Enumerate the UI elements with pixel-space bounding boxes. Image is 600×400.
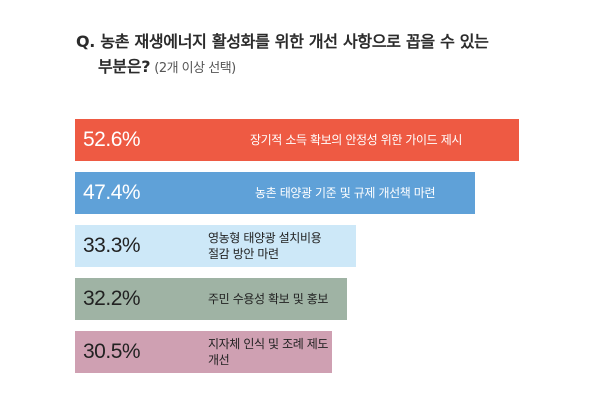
bar-value-label: 30.5% [83, 340, 141, 363]
bar-category-label: 주민 수용성 확보 및 홍보 [208, 292, 329, 306]
question-line-2: 부분은? [98, 57, 151, 76]
bar-3: 33.3% 영농형 태양광 설치비용 절감 방안 마련 [75, 225, 356, 267]
bar-category-label: 영농형 태양광 설치비용 절감 방안 마련 [208, 231, 322, 261]
question-line-2-wrap: 부분은? (2개 이상 선택) [76, 54, 556, 81]
bar-value-label: 33.3% [83, 234, 141, 257]
question-line-1: Q. 농촌 재생에너지 활성화를 위한 개선 사항으로 꼽을 수 있는 [76, 32, 489, 51]
bar-4: 32.2% 주민 수용성 확보 및 홍보 [75, 278, 347, 320]
question-title: Q. 농촌 재생에너지 활성화를 위한 개선 사항으로 꼽을 수 있는 부분은?… [76, 29, 556, 81]
bar-category-label: 농촌 태양광 기준 및 규제 개선책 마련 [255, 186, 436, 200]
bar-5: 30.5% 지자체 인식 및 조례 제도 개선 [75, 331, 332, 373]
question-note: (2개 이상 선택) [154, 61, 236, 76]
bar-category-label: 장기적 소득 확보의 안정성 위한 가이드 제시 [250, 133, 463, 147]
bar-value-label: 47.4% [83, 181, 141, 204]
bar-value-label: 32.2% [83, 287, 141, 310]
bar-category-label: 지자체 인식 및 조례 제도 개선 [208, 337, 329, 367]
bar-1: 52.6% 장기적 소득 확보의 안정성 위한 가이드 제시 [75, 119, 519, 161]
bar-value-label: 52.6% [83, 128, 141, 151]
bar-2: 47.4% 농촌 태양광 기준 및 규제 개선책 마련 [75, 172, 475, 214]
